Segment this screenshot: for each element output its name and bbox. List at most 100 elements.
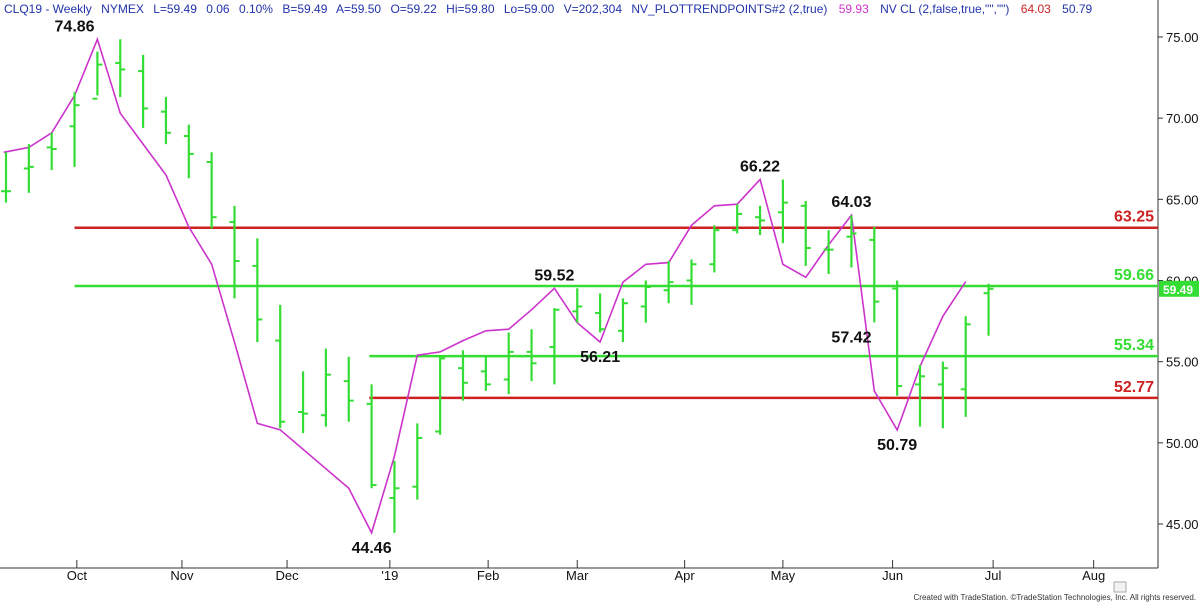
header-indicator2-value2: 50.79 xyxy=(1062,2,1092,16)
trend-points-line xyxy=(3,36,967,535)
time-tick-label: May xyxy=(771,568,796,583)
price-bar-25 xyxy=(572,288,583,323)
header-indicator1-value: 59.93 xyxy=(839,2,869,16)
header-symbol: CLQ19 - Weekly xyxy=(4,2,92,16)
price-tick-label: 75.00 xyxy=(1166,30,1199,45)
price-bar-14 xyxy=(320,348,331,427)
header-volume: V=202,304 xyxy=(564,2,623,16)
price-bar-0 xyxy=(1,152,11,203)
price-bar-10 xyxy=(229,205,240,299)
price-tick-label: 45.00 xyxy=(1166,517,1199,532)
header-bid: B=59.49 xyxy=(282,2,327,16)
chart-header: CLQ19 - Weekly NYMEX L=59.49 0.06 0.10% … xyxy=(4,2,1093,16)
price-bar-9 xyxy=(206,152,217,229)
price-bar-34 xyxy=(777,179,788,244)
price-bar-13 xyxy=(298,371,309,434)
level-label-63.25: 63.25 xyxy=(1114,209,1154,226)
header-change: 0.06 xyxy=(206,2,230,16)
price-bar-36 xyxy=(823,230,834,275)
price-bar-27 xyxy=(617,298,628,343)
time-tick-label: Feb xyxy=(477,568,499,583)
level-label-52.77: 52.77 xyxy=(1114,379,1154,396)
time-tick-label: Aug xyxy=(1082,568,1105,583)
price-bar-2 xyxy=(46,132,57,171)
trend-line-group xyxy=(3,36,967,535)
price-tick-label: 70.00 xyxy=(1166,111,1199,126)
pivot-label-57.42: 57.42 xyxy=(831,329,871,346)
price-bar-18 xyxy=(412,423,423,500)
price-bar-4 xyxy=(92,51,103,100)
price-bar-3 xyxy=(69,92,80,167)
header-low: Lo=59.00 xyxy=(504,2,555,16)
price-bar-40 xyxy=(915,364,925,427)
time-tick-label: Jun xyxy=(882,568,903,583)
pivot-label-50.79: 50.79 xyxy=(877,437,917,454)
time-tick-label: Dec xyxy=(275,568,299,583)
price-tick-label: 55.00 xyxy=(1166,355,1199,370)
pivot-label-64.03: 64.03 xyxy=(831,194,871,211)
header-indicator2: NV CL (2,false,true,"","") xyxy=(880,2,1009,16)
price-bar-15 xyxy=(343,356,354,422)
price-bar-23 xyxy=(526,329,537,382)
time-tick-label: Mar xyxy=(566,568,589,583)
price-tick-label: 50.00 xyxy=(1166,436,1199,451)
level-label-59.66: 59.66 xyxy=(1114,267,1154,284)
price-bar-11 xyxy=(252,238,263,343)
price-bar-22 xyxy=(503,332,514,395)
price-bar-31 xyxy=(709,225,720,273)
pivot-label-59.52: 59.52 xyxy=(534,267,574,284)
footer-credit: Created with TradeStation. ©TradeStation… xyxy=(914,593,1197,602)
pivot-label-44.46: 44.46 xyxy=(352,540,392,557)
price-bar-35 xyxy=(800,200,811,266)
header-open: O=59.22 xyxy=(390,2,437,16)
price-bar-29 xyxy=(663,261,674,304)
last-price-label: 59.49 xyxy=(1163,283,1193,297)
price-bar-8 xyxy=(183,124,194,179)
time-axis-ticks: Oct Nov Dec '19 Feb Mar Apr May Jun Jul Aug xyxy=(67,560,1105,583)
price-bar-43 xyxy=(983,283,994,336)
time-tick-label: Oct xyxy=(67,568,88,583)
pivot-labels: 74.86 44.46 59.52 56.21 66.22 64.03 57.42 50.79 xyxy=(55,18,918,556)
time-tick-label: Jul xyxy=(985,568,1002,583)
price-bars xyxy=(1,39,994,533)
header-indicator1: NV_PLOTTRENDPOINTS#2 (2,true) xyxy=(631,2,827,16)
time-tick-label: '19 xyxy=(381,568,398,583)
scroll-thumb[interactable] xyxy=(1113,581,1127,593)
header-high: Hi=59.80 xyxy=(446,2,495,16)
price-bar-37 xyxy=(846,215,857,268)
pivot-label-56.21: 56.21 xyxy=(580,349,620,366)
level-label-55.34: 55.34 xyxy=(1114,337,1154,354)
price-bar-26 xyxy=(595,293,606,333)
price-bar-17 xyxy=(389,460,400,533)
price-tick-label: 65.00 xyxy=(1166,192,1199,207)
time-tick-label: Apr xyxy=(675,568,696,583)
header-ask: A=59.50 xyxy=(336,2,381,16)
price-bar-1 xyxy=(23,144,34,193)
price-bar-6 xyxy=(138,54,149,128)
price-bar-5 xyxy=(115,39,126,98)
header-indicator2-value1: 64.03 xyxy=(1021,2,1051,16)
header-change-pct: 0.10% xyxy=(239,2,273,16)
last-price-tag xyxy=(1159,280,1199,297)
header-last: L=59.49 xyxy=(153,2,197,16)
time-tick-label: Nov xyxy=(170,568,194,583)
price-bar-24 xyxy=(549,308,560,385)
price-bar-28 xyxy=(640,280,651,323)
price-bar-19 xyxy=(435,355,446,435)
price-bar-7 xyxy=(160,97,171,145)
level-lines: 63.25 59.66 55.34 52.77 xyxy=(74,209,1158,400)
price-bar-38 xyxy=(869,226,880,323)
last-price-marker: 59.49 xyxy=(1159,280,1199,297)
price-bar-16 xyxy=(366,384,377,489)
price-bar-41 xyxy=(937,361,948,429)
price-bar-32 xyxy=(732,204,743,234)
price-bar-42 xyxy=(960,316,971,417)
price-bar-39 xyxy=(892,280,903,396)
pivot-label-66.22: 66.22 xyxy=(740,159,780,176)
price-bar-12 xyxy=(275,304,286,429)
header-exchange: NYMEX xyxy=(101,2,144,16)
price-bar-21 xyxy=(480,355,491,391)
